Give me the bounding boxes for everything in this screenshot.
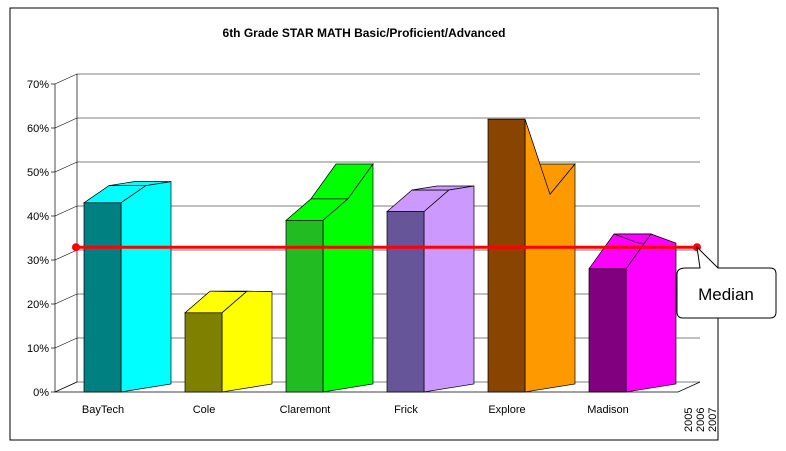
bar <box>185 313 222 392</box>
bar <box>84 203 121 392</box>
x-tick-label: Explore <box>488 404 525 416</box>
median-end <box>72 243 80 251</box>
bar-side <box>222 291 272 392</box>
y-tick-label: 20% <box>27 299 49 311</box>
bar-side <box>424 186 474 392</box>
bar <box>488 119 525 392</box>
y-tick-label: 30% <box>27 255 49 267</box>
y-tick-label: 70% <box>27 79 49 91</box>
depth-label: 2007 <box>707 408 719 432</box>
x-tick-label: Cole <box>193 404 216 416</box>
chart-title: 6th Grade STAR MATH Basic/Proficient/Adv… <box>223 26 506 40</box>
x-tick-label: Madison <box>587 404 629 416</box>
callout-label: Median <box>698 285 754 304</box>
y-tick-label: 50% <box>27 167 49 179</box>
bar <box>589 269 626 392</box>
y-tick-label: 40% <box>27 211 49 223</box>
x-tick-label: BayTech <box>82 404 124 416</box>
depth-label: 2005 <box>683 408 695 432</box>
y-tick-label: 60% <box>27 123 49 135</box>
y-tick-label: 0% <box>33 387 49 399</box>
y-tick-label: 10% <box>27 343 49 355</box>
x-tick-label: Claremont <box>280 404 331 416</box>
bar-side <box>121 182 171 392</box>
x-tick-label: Frick <box>394 404 418 416</box>
depth-label: 2006 <box>695 408 707 432</box>
bar <box>387 212 424 392</box>
